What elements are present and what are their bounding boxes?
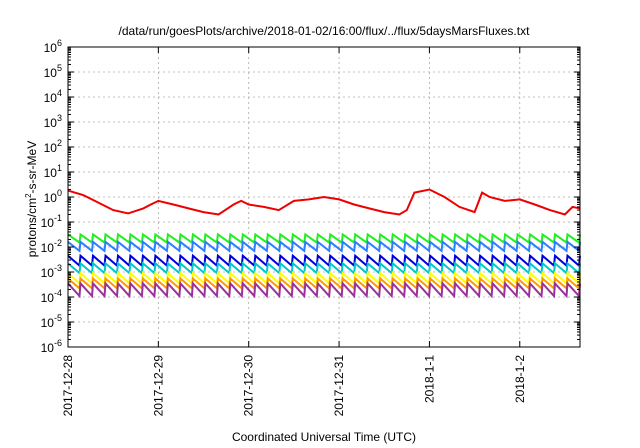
y-tick-label: 104	[44, 88, 62, 105]
y-tick-label: 105	[44, 63, 62, 80]
ticks: 10-610-510-410-310-210-11001011021031041…	[41, 38, 580, 416]
y-tick-label: 10-6	[41, 338, 62, 355]
y-tick-exponent: 3	[57, 113, 62, 123]
y-tick-label: 10-5	[41, 313, 62, 330]
y-tick-exponent: -2	[54, 238, 62, 248]
y-tick-label: 103	[44, 113, 62, 130]
x-tick-label: 2018-1-2	[513, 355, 527, 403]
y-tick-base: 10	[44, 91, 58, 105]
y-tick-base: 10	[44, 141, 58, 155]
chart-title: /data/run/goesPlots/archive/2018-01-02/1…	[119, 24, 531, 38]
y-tick-exponent: 0	[57, 188, 62, 198]
y-axis-label-units: -s-sr-MeV	[25, 141, 39, 194]
y-tick-label: 100	[44, 188, 62, 205]
y-tick-base: 10	[41, 316, 55, 330]
series-line-1	[67, 188, 581, 216]
y-tick-exponent: -1	[54, 213, 62, 223]
y-tick-exponent: 2	[57, 138, 62, 148]
x-axis-label: Coordinated Universal Time (UTC)	[232, 430, 416, 444]
y-tick-base: 10	[41, 266, 55, 280]
y-tick-exponent: 5	[57, 63, 62, 73]
y-tick-exponent: -6	[54, 338, 62, 348]
y-tick-base: 10	[41, 291, 55, 305]
y-tick-exponent: -3	[54, 263, 62, 273]
x-tick-label: 2017-12-29	[151, 355, 165, 417]
y-tick-label: 102	[44, 138, 62, 155]
y-tick-label: 101	[44, 163, 62, 180]
x-tick-label: 2017-12-30	[242, 355, 256, 417]
y-tick-base: 10	[44, 191, 58, 205]
y-tick-exponent: -5	[54, 313, 62, 323]
x-tick-label: 2017-12-31	[332, 355, 346, 417]
y-tick-base: 10	[44, 166, 58, 180]
y-axis-label-main: protons/cm	[25, 198, 39, 257]
series-line-3	[67, 239, 581, 253]
y-axis-label-superscript: 2	[24, 193, 33, 198]
y-tick-base: 10	[44, 116, 58, 130]
y-tick-base: 10	[41, 216, 55, 230]
y-tick-label: 10-3	[41, 263, 62, 280]
y-axis-label: protons/cm2-s-sr-MeV	[24, 141, 39, 257]
y-tick-exponent: -4	[54, 288, 62, 298]
y-tick-exponent: 6	[57, 38, 62, 48]
x-tick-label: 2018-1-1	[422, 355, 436, 403]
series-layer	[67, 188, 581, 299]
y-tick-base: 10	[44, 41, 58, 55]
y-tick-label: 106	[44, 38, 62, 55]
y-tick-base: 10	[41, 341, 55, 355]
y-tick-base: 10	[41, 241, 55, 255]
y-tick-label: 10-1	[41, 213, 62, 230]
y-tick-label: 10-2	[41, 238, 62, 255]
y-tick-exponent: 1	[57, 163, 62, 173]
y-tick-exponent: 4	[57, 88, 62, 98]
x-tick-label: 2017-12-28	[61, 355, 75, 417]
y-tick-base: 10	[44, 66, 58, 80]
series-line-8	[67, 281, 581, 299]
y-tick-label: 10-4	[41, 288, 62, 305]
